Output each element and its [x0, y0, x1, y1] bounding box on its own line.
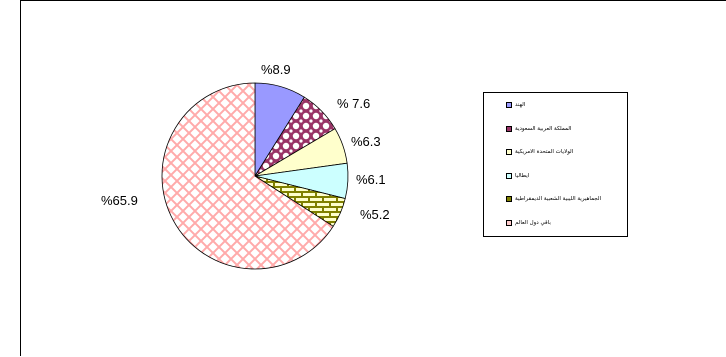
pie-data-label-1: % 7.6 [337, 96, 370, 111]
legend-swatch-3 [506, 172, 512, 179]
legend-label-0: الهند [515, 102, 526, 108]
pie-data-label-4: %5.2 [360, 207, 390, 222]
legend-entry-2: الولايات المتحدة الامريكية [506, 147, 573, 157]
legend-swatch-1 [506, 125, 512, 132]
pie-data-label-0: %8.9 [261, 62, 291, 77]
pie-data-label-5: %65.9 [101, 193, 138, 208]
legend-label-5: باقي دول العالم [515, 220, 551, 226]
legend-swatch-0 [506, 102, 512, 108]
legend-swatch-5 [506, 220, 512, 226]
legend-swatch-4 [506, 196, 512, 203]
legend-entry-5: باقي دول العالم [506, 218, 551, 228]
legend-entry-0: الهند [506, 100, 525, 110]
pie-slices [161, 82, 349, 270]
pie-data-label-3: %6.1 [356, 172, 386, 187]
legend-swatch-2 [506, 149, 512, 156]
legend-label-3: ايطاليا [515, 172, 530, 179]
pie-data-label-2: %6.3 [351, 134, 381, 149]
legend-entry-3: ايطاليا [506, 171, 529, 181]
legend-label-4: الجماهيرية الليبية الشعبية الديمقراطية [515, 196, 602, 203]
legend: الهند المملكة العربية السعودية الولايات ال… [483, 92, 628, 237]
legend-entry-4: الجماهيرية الليبية الشعبية الديمقراطية [506, 194, 601, 204]
pie-slice-5 [161, 82, 334, 270]
legend-label-2: الولايات المتحدة الامريكية [515, 149, 574, 156]
legend-entry-1: المملكة العربية السعودية [506, 124, 571, 134]
pie-labels: %8.9 % 7.6 %6.3 %6.1 %5.2 %65.9 [101, 62, 390, 222]
pie-chart: %8.9 % 7.6 %6.3 %6.1 %5.2 %65.9 [101, 62, 390, 270]
chart-frame: %8.9 % 7.6 %6.3 %6.1 %5.2 %65.9 الهند المملكة … [20, 0, 726, 356]
legend-label-1: المملكة العربية السعودية [515, 125, 572, 132]
